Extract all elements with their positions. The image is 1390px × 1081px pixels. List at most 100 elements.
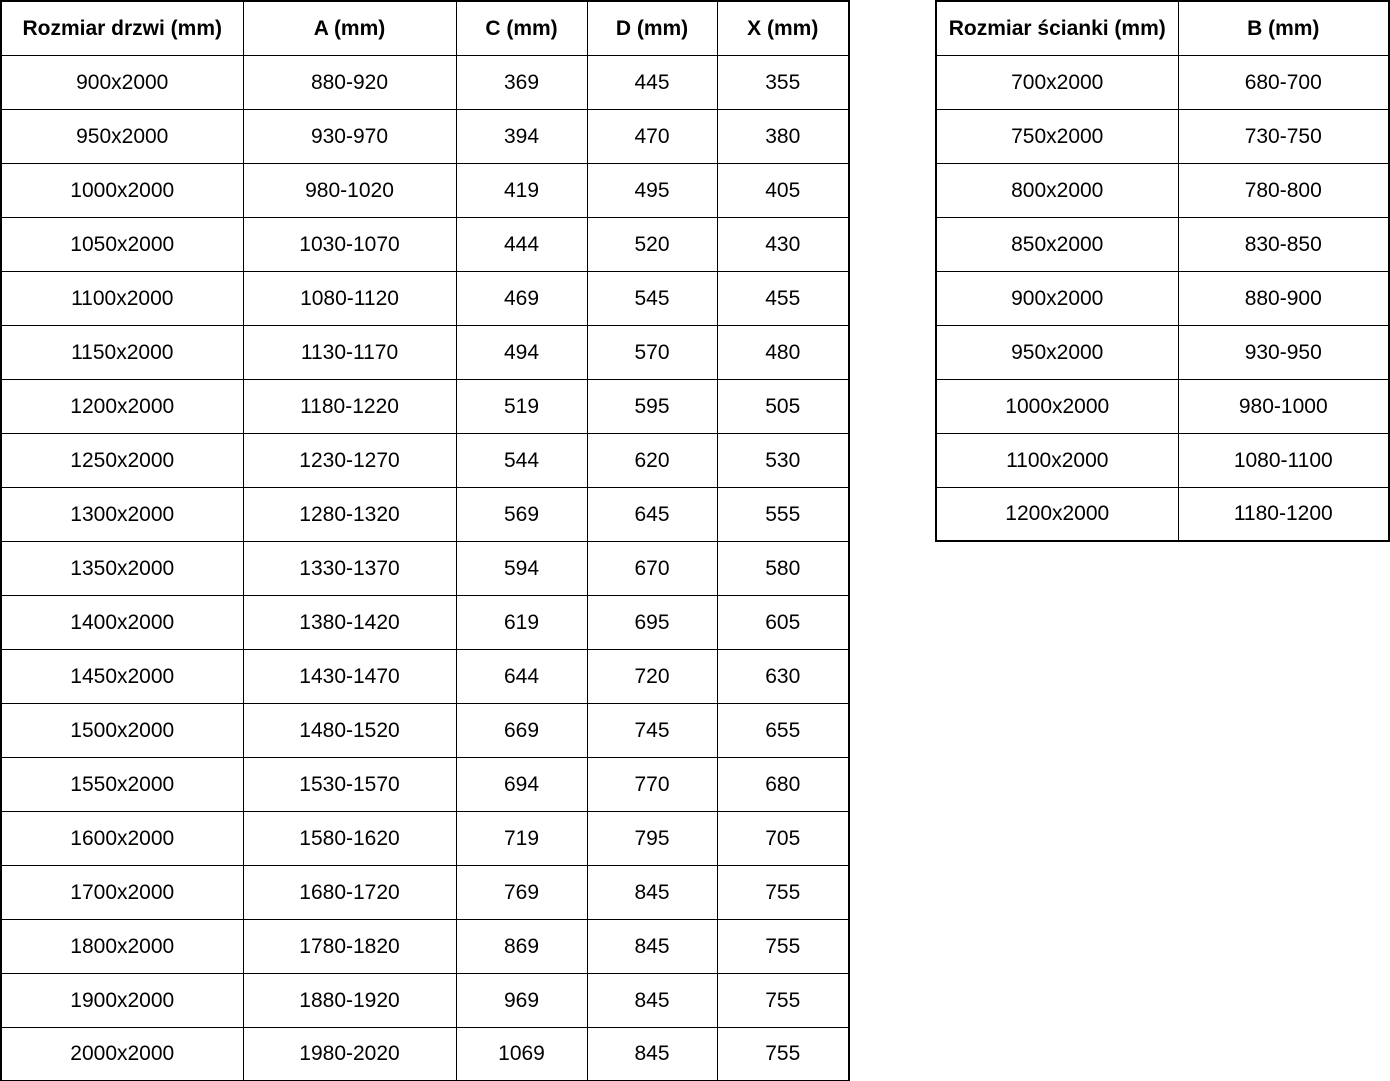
- table-cell: 594: [455, 540, 588, 596]
- table-cell: 1069: [455, 1026, 588, 1081]
- column-header: X (mm): [716, 0, 850, 56]
- header-row: Rozmiar drzwi (mm) A (mm) C (mm) D (mm) X (m…: [0, 0, 850, 56]
- table-cell: 1450x2000: [0, 648, 244, 704]
- table-row: 1700x2000 1680-1720 769 845 755: [0, 864, 850, 920]
- table-cell: 1880-1920: [242, 972, 457, 1028]
- table-cell: 470: [586, 108, 718, 164]
- table-cell: 1800x2000: [0, 918, 244, 974]
- table-cell: 800x2000: [935, 162, 1179, 218]
- table-cell: 1500x2000: [0, 702, 244, 758]
- table-cell: 1330-1370: [242, 540, 457, 596]
- table-row: 1600x2000 1580-1620 719 795 705: [0, 810, 850, 866]
- table-cell: 619: [455, 594, 588, 650]
- table-cell: 700x2000: [935, 54, 1179, 110]
- table-cell: 1600x2000: [0, 810, 244, 866]
- table-cell: 845: [586, 918, 718, 974]
- table-row: 1200x2000 1180-1200: [935, 486, 1390, 542]
- table-cell: 795: [586, 810, 718, 866]
- table-cell: 419: [455, 162, 588, 218]
- table-cell: 1550x2000: [0, 756, 244, 812]
- column-header: C (mm): [455, 0, 588, 56]
- table-cell: 730-750: [1177, 108, 1390, 164]
- table-cell: 980-1000: [1177, 378, 1390, 434]
- table-row: 1500x2000 1480-1520 669 745 655: [0, 702, 850, 758]
- table-row: 1450x2000 1430-1470 644 720 630: [0, 648, 850, 704]
- table-cell: 494: [455, 324, 588, 380]
- table-cell: 1530-1570: [242, 756, 457, 812]
- table-cell: 1100x2000: [0, 270, 244, 326]
- table-cell: 2000x2000: [0, 1026, 244, 1081]
- table-row: 1050x2000 1030-1070 444 520 430: [0, 216, 850, 272]
- table-cell: 495: [586, 162, 718, 218]
- table-cell: 444: [455, 216, 588, 272]
- table-cell: 630: [716, 648, 850, 704]
- table-row: 1800x2000 1780-1820 869 845 755: [0, 918, 850, 974]
- table-cell: 755: [716, 918, 850, 974]
- table-cell: 1180-1220: [242, 378, 457, 434]
- table-cell: 445: [586, 54, 718, 110]
- table-cell: 755: [716, 972, 850, 1028]
- table-cell: 845: [586, 864, 718, 920]
- table-cell: 620: [586, 432, 718, 488]
- table-row: 750x2000 730-750: [935, 108, 1390, 164]
- table-cell: 555: [716, 486, 850, 542]
- table-cell: 1680-1720: [242, 864, 457, 920]
- table-row: 1900x2000 1880-1920 969 845 755: [0, 972, 850, 1028]
- table-cell: 745: [586, 702, 718, 758]
- header-row: Rozmiar ścianki (mm) B (mm): [935, 0, 1390, 56]
- table-cell: 755: [716, 864, 850, 920]
- table-cell: 369: [455, 54, 588, 110]
- table-cell: 830-850: [1177, 216, 1390, 272]
- table-row: 1150x2000 1130-1170 494 570 480: [0, 324, 850, 380]
- column-header: D (mm): [586, 0, 718, 56]
- table-row: 1250x2000 1230-1270 544 620 530: [0, 432, 850, 488]
- table-cell: 720: [586, 648, 718, 704]
- table-cell: 1150x2000: [0, 324, 244, 380]
- table-cell: 869: [455, 918, 588, 974]
- table-row: 1300x2000 1280-1320 569 645 555: [0, 486, 850, 542]
- table-cell: 680-700: [1177, 54, 1390, 110]
- table-cell: 980-1020: [242, 162, 457, 218]
- table-cell: 900x2000: [0, 54, 244, 110]
- table-row: 900x2000 880-900: [935, 270, 1390, 326]
- table-cell: 605: [716, 594, 850, 650]
- table-cell: 694: [455, 756, 588, 812]
- table-cell: 755: [716, 1026, 850, 1081]
- table-cell: 394: [455, 108, 588, 164]
- table-cell: 1900x2000: [0, 972, 244, 1028]
- table-cell: 1980-2020: [242, 1026, 457, 1081]
- table-cell: 570: [586, 324, 718, 380]
- table-cell: 930-950: [1177, 324, 1390, 380]
- table-cell: 769: [455, 864, 588, 920]
- table-cell: 1200x2000: [0, 378, 244, 434]
- table-cell: 1000x2000: [935, 378, 1179, 434]
- table-cell: 1000x2000: [0, 162, 244, 218]
- table-cell: 850x2000: [935, 216, 1179, 272]
- table-cell: 544: [455, 432, 588, 488]
- table-cell: 1200x2000: [935, 486, 1179, 542]
- table-cell: 950x2000: [0, 108, 244, 164]
- table-cell: 1230-1270: [242, 432, 457, 488]
- table-cell: 770: [586, 756, 718, 812]
- table-cell: 355: [716, 54, 850, 110]
- table-cell: 520: [586, 216, 718, 272]
- table-cell: 1130-1170: [242, 324, 457, 380]
- table-cell: 880-920: [242, 54, 457, 110]
- table-row: 850x2000 830-850: [935, 216, 1390, 272]
- table-cell: 1430-1470: [242, 648, 457, 704]
- table-cell: 1580-1620: [242, 810, 457, 866]
- table-cell: 569: [455, 486, 588, 542]
- table-cell: 969: [455, 972, 588, 1028]
- table-cell: 530: [716, 432, 850, 488]
- table-cell: 405: [716, 162, 850, 218]
- table-cell: 1080-1120: [242, 270, 457, 326]
- door-sizes-table: Rozmiar drzwi (mm) A (mm) C (mm) D (mm) X (m…: [0, 0, 850, 1081]
- table-row: 1100x2000 1080-1100: [935, 432, 1390, 488]
- table-row: 1000x2000 980-1020 419 495 405: [0, 162, 850, 218]
- table-row: 1100x2000 1080-1120 469 545 455: [0, 270, 850, 326]
- table-cell: 1100x2000: [935, 432, 1179, 488]
- table-row: 950x2000 930-950: [935, 324, 1390, 380]
- table-cell: 669: [455, 702, 588, 758]
- table-cell: 595: [586, 378, 718, 434]
- table-cell: 1780-1820: [242, 918, 457, 974]
